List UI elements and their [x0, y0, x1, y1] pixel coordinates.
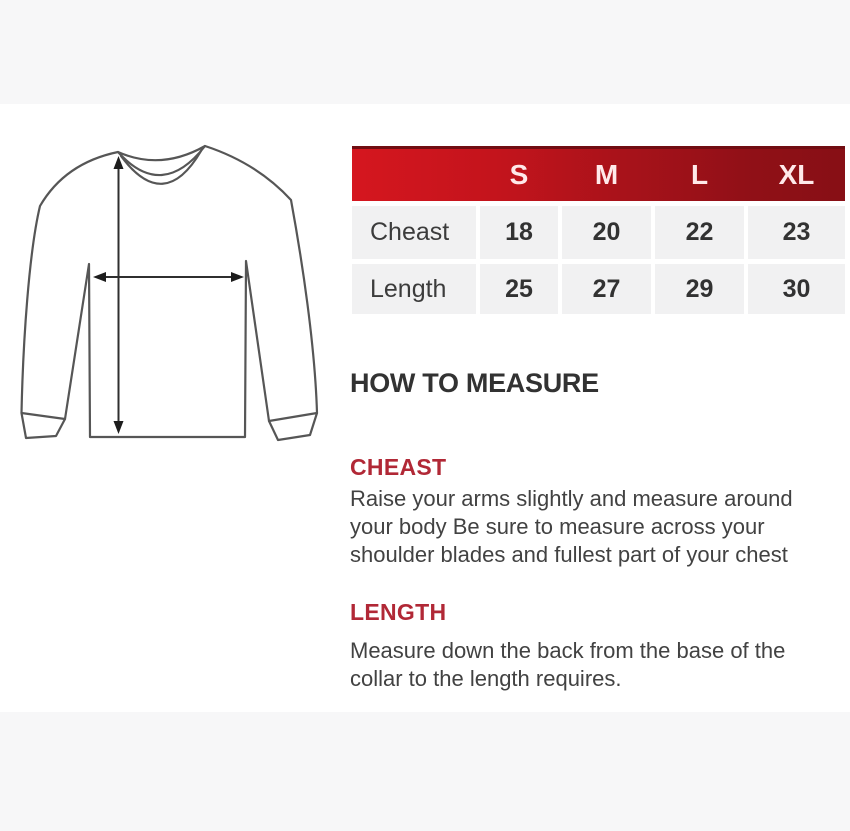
length-arrow-head-top — [113, 156, 124, 169]
length-value-m: 27 — [562, 264, 651, 314]
length-value-xl: 30 — [748, 264, 845, 314]
top-background-band — [0, 0, 850, 104]
chest-arrow-head-right — [231, 272, 244, 282]
cheast-value-m: 20 — [562, 206, 651, 259]
row-label-cheast: Cheast — [352, 206, 476, 259]
row-label-length: Length — [352, 264, 476, 314]
chest-measure-arrow — [93, 272, 244, 282]
table-row-cheast: Cheast 18 20 22 23 — [352, 206, 845, 259]
length-section-body: Measure down the back from the base of t… — [350, 638, 786, 691]
shirt-outline — [20, 144, 319, 442]
cheast-section-heading: CHEAST — [350, 454, 447, 480]
header-cell-m: M — [594, 159, 619, 190]
length-arrow-head-bottom — [113, 421, 124, 434]
length-value-s: 25 — [480, 264, 558, 314]
cheast-section-body: Raise your arms slightly and measure aro… — [350, 486, 793, 567]
collar-band-inner — [119, 149, 203, 185]
cheast-value-l: 22 — [655, 206, 744, 259]
cheast-value-xl: 23 — [748, 206, 845, 259]
table-row-length: Length 25 27 29 30 — [352, 264, 845, 314]
header-cell-s: S — [509, 159, 529, 190]
size-table: S M L XL Cheast 18 20 22 23 Length 25 27… — [352, 146, 845, 314]
collar-band-outer — [116, 144, 207, 177]
length-section-heading: LENGTH — [350, 599, 447, 625]
chest-arrow-head-left — [93, 272, 106, 282]
cheast-value-s: 18 — [480, 206, 558, 259]
right-cuff-seam — [267, 411, 319, 423]
size-table-header: S M L XL — [352, 146, 845, 201]
bottom-background-band — [0, 712, 850, 831]
header-cell-xl: XL — [778, 159, 815, 190]
long-sleeve-shirt-diagram — [20, 144, 319, 442]
left-cuff-seam — [20, 411, 67, 421]
length-measure-arrow — [113, 156, 124, 434]
how-to-measure-title: HOW TO MEASURE — [350, 368, 599, 398]
length-value-l: 29 — [655, 264, 744, 314]
header-cell-l: L — [690, 159, 709, 190]
